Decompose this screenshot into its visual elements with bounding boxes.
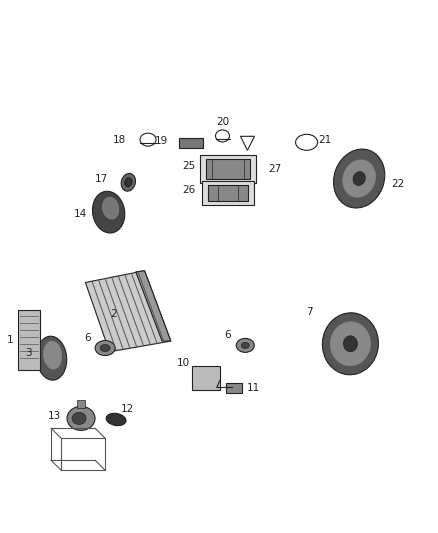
Text: 6: 6 <box>225 330 231 341</box>
Bar <box>226 383 242 393</box>
Text: 13: 13 <box>48 411 61 422</box>
Ellipse shape <box>95 341 115 356</box>
Text: 21: 21 <box>318 135 332 146</box>
Ellipse shape <box>215 130 230 142</box>
Text: 10: 10 <box>177 358 190 368</box>
Ellipse shape <box>343 160 375 197</box>
Ellipse shape <box>296 134 318 150</box>
Text: 7: 7 <box>306 307 312 317</box>
Bar <box>208 185 248 201</box>
Ellipse shape <box>121 173 135 191</box>
Bar <box>206 159 250 180</box>
Text: 1: 1 <box>7 335 14 345</box>
Text: 14: 14 <box>74 209 87 219</box>
Text: 18: 18 <box>113 135 126 144</box>
Text: 11: 11 <box>246 383 260 393</box>
Ellipse shape <box>322 313 378 375</box>
Ellipse shape <box>100 344 110 352</box>
Polygon shape <box>18 310 39 370</box>
Bar <box>192 366 220 391</box>
Ellipse shape <box>236 338 254 352</box>
Text: 6: 6 <box>85 333 91 343</box>
Ellipse shape <box>353 172 365 185</box>
Ellipse shape <box>44 341 62 369</box>
Ellipse shape <box>140 133 156 146</box>
Polygon shape <box>85 271 171 352</box>
Bar <box>200 156 256 183</box>
Bar <box>202 181 254 206</box>
Text: 3: 3 <box>25 348 32 358</box>
Ellipse shape <box>343 336 357 352</box>
Bar <box>77 400 85 408</box>
Text: 12: 12 <box>121 405 134 415</box>
Ellipse shape <box>333 149 385 208</box>
Ellipse shape <box>102 197 119 219</box>
Ellipse shape <box>67 406 95 431</box>
Text: 22: 22 <box>391 179 404 189</box>
Ellipse shape <box>92 191 125 233</box>
Ellipse shape <box>241 342 249 349</box>
Text: 17: 17 <box>95 174 108 184</box>
Polygon shape <box>136 271 171 341</box>
Text: 26: 26 <box>183 185 196 196</box>
Text: 27: 27 <box>268 165 281 174</box>
Text: 2: 2 <box>110 309 117 319</box>
Ellipse shape <box>125 178 132 187</box>
Text: 20: 20 <box>216 117 229 127</box>
Ellipse shape <box>72 413 86 424</box>
Ellipse shape <box>37 336 67 380</box>
Text: 25: 25 <box>183 161 196 172</box>
Ellipse shape <box>106 413 126 426</box>
Bar <box>179 138 202 148</box>
Ellipse shape <box>330 322 371 366</box>
Text: 19: 19 <box>155 136 169 146</box>
